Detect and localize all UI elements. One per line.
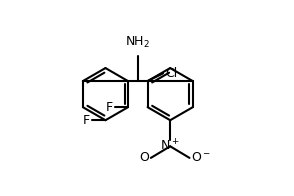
- Text: O$^-$: O$^-$: [191, 151, 211, 164]
- Text: O: O: [139, 151, 149, 164]
- Text: NH$_2$: NH$_2$: [125, 35, 150, 50]
- Text: Cl: Cl: [165, 67, 177, 80]
- Text: N$^+$: N$^+$: [161, 139, 180, 154]
- Text: F: F: [106, 101, 113, 114]
- Text: F: F: [83, 114, 90, 127]
